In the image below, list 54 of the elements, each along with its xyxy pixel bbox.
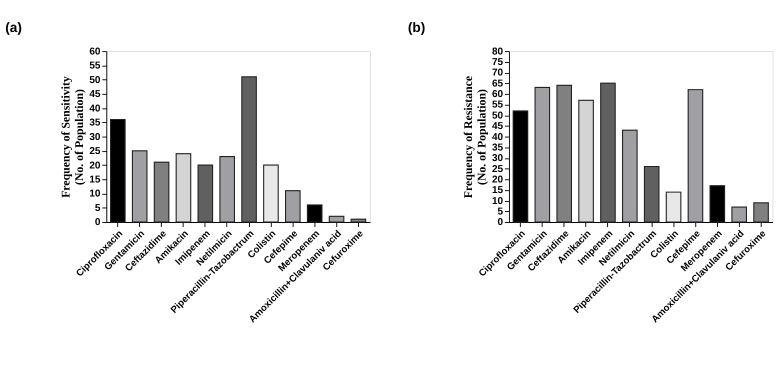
- bar: [731, 206, 748, 223]
- bar: [753, 202, 769, 223]
- y-tick-label: 50: [89, 74, 101, 86]
- bar: [198, 164, 214, 223]
- bar: [600, 82, 616, 223]
- y-tick-label: 30: [492, 153, 504, 164]
- y-tick-label: 5: [94, 202, 101, 214]
- y-tick-label: 45: [492, 121, 504, 132]
- y-tick-label: 5: [498, 206, 504, 218]
- y-tick-label: 10: [492, 196, 504, 207]
- y-tick-label: 20: [89, 160, 101, 172]
- bar: [622, 130, 638, 223]
- bar: [666, 192, 682, 223]
- bar: [534, 86, 550, 223]
- y-tick-label: 40: [492, 132, 504, 143]
- bar: [644, 166, 660, 223]
- bar: [688, 89, 704, 223]
- chart-title: (a): [5, 20, 22, 36]
- y-tick-label: 45: [89, 89, 101, 100]
- y-tick-label: 35: [89, 118, 101, 129]
- bar: [219, 156, 236, 223]
- bar: [132, 150, 148, 223]
- bar: [176, 153, 192, 223]
- bar: [328, 216, 344, 223]
- bar: [241, 76, 257, 223]
- y-tick-label: 80: [492, 46, 504, 58]
- y-tick-label: 25: [492, 164, 504, 175]
- bar: [350, 218, 366, 223]
- y-tick-label: 25: [89, 146, 101, 158]
- y-tick-label: 55: [492, 100, 504, 111]
- chart-title: (b): [408, 20, 426, 36]
- y-tick-label: 70: [492, 68, 504, 79]
- y-axis-title: Frequency of Resistance (No. of Population): [460, 76, 489, 198]
- y-axis-title: Frequency of Sensitivity (No. of Population): [58, 76, 86, 198]
- y-tick-label: 20: [492, 174, 504, 186]
- y-tick-label: 0: [94, 217, 101, 228]
- y-tick-label: 15: [89, 174, 101, 186]
- y-tick-label: 75: [492, 57, 504, 68]
- y-tick-label: 65: [492, 78, 504, 90]
- y-tick-label: 15: [492, 185, 504, 196]
- y-tick-label: 60: [89, 46, 101, 58]
- bar: [578, 100, 594, 223]
- y-tick-label: 50: [492, 110, 504, 122]
- y-tick-label: 35: [492, 142, 504, 154]
- bar: [154, 162, 170, 223]
- bar: [263, 164, 279, 223]
- y-tick-label: 40: [89, 103, 101, 114]
- bar: [556, 84, 572, 223]
- bar: [284, 190, 301, 223]
- y-tick-label: 55: [89, 60, 101, 72]
- y-tick-label: 10: [89, 188, 101, 200]
- y-tick-label: 30: [89, 132, 101, 143]
- y-tick-label: 0: [498, 217, 504, 228]
- y-tick-label: 60: [492, 89, 504, 100]
